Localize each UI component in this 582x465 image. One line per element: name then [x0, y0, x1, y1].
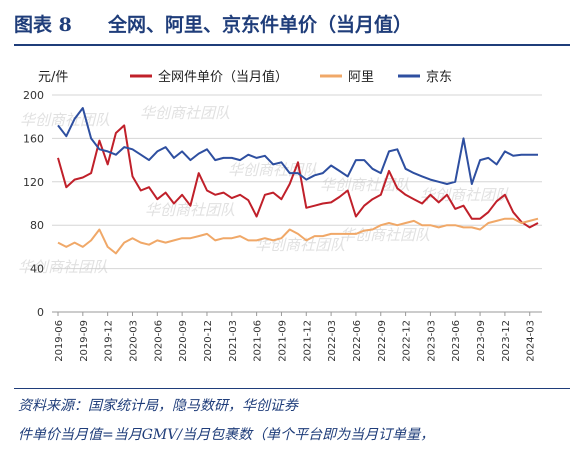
- legend-label: 阿里: [348, 70, 374, 85]
- watermark-text: 华创商社团队: [140, 104, 230, 122]
- x-tick-label: 2022-12: [402, 320, 413, 362]
- x-tick-label: 2021-09: [277, 320, 288, 362]
- x-tick-labels: 2019-06 2019-09 2019-12 2020-03 2020-06 2020-…: [54, 312, 537, 362]
- source-divider: [14, 388, 570, 389]
- x-tick-label: 2019-12: [104, 320, 115, 362]
- x-tick-label: 2020-06: [153, 320, 164, 362]
- x-tick-label: 2019-09: [79, 320, 90, 362]
- note-text: 件单价当月值=当月GMV/当月包裹数（单个平台即为当月订单量，: [18, 427, 435, 443]
- source-text: 资料来源：国家统计局，隐马数研，华创证券: [18, 398, 298, 414]
- y-tick-label: 80: [30, 219, 44, 232]
- x-tick-label: 2020-09: [178, 320, 189, 362]
- y-tick-label: 160: [23, 132, 44, 145]
- watermark-text: 华创商社团队: [18, 258, 108, 276]
- x-tick-label: 2024-03: [526, 320, 537, 362]
- x-tick-label: 2022-06: [352, 320, 363, 362]
- x-tick-label: 2021-06: [253, 320, 264, 362]
- y-tick-label: 120: [23, 176, 44, 189]
- title-divider: [14, 44, 570, 46]
- figure-label: 图表 8: [14, 14, 72, 36]
- x-tick-label: 2021-03: [228, 320, 239, 362]
- legend-label: 全网件单价（当月值）: [158, 69, 288, 85]
- watermark-text: 华创商社团队: [255, 236, 345, 254]
- x-tick-label: 2020-03: [128, 320, 139, 362]
- watermark-text: 华创商社团队: [228, 161, 318, 179]
- x-tick-label: 2023-09: [476, 320, 487, 362]
- x-tick-label: 2022-09: [377, 320, 388, 362]
- y-axis-unit: 元/件: [38, 70, 69, 85]
- y-tick-label: 200: [23, 89, 44, 102]
- x-tick-label: 2023-12: [501, 320, 512, 362]
- y-tick-label: 40: [30, 263, 44, 276]
- watermark-text: 华创商社团队: [340, 226, 430, 244]
- line-chart: 华创商社团队华创商社团队华创商社团队华创商社团队华创商社团队华创商社团队华创商社…: [18, 69, 542, 362]
- watermark-text: 华创商社团队: [320, 176, 410, 194]
- legend-label: 京东: [426, 70, 452, 85]
- watermark-text: 华创商社团队: [20, 111, 110, 129]
- x-tick-label: 2019-06: [54, 320, 65, 362]
- chart-title: 全网、阿里、京东件单价（当月值）: [108, 14, 413, 36]
- figure-title: 图表 8 全网、阿里、京东件单价（当月值）: [0, 0, 582, 44]
- x-tick-label: 2020-12: [203, 320, 214, 362]
- watermark-text: 华创商社团队: [145, 201, 235, 219]
- x-tick-label: 2021-12: [302, 320, 313, 362]
- y-tick-label: 0: [37, 306, 44, 319]
- series-line-0: [57, 124, 539, 229]
- series-line-2: [57, 107, 538, 185]
- x-tick-label: 2022-03: [327, 320, 338, 362]
- y-tick-labels: 0 40 80 120 160 200: [23, 89, 44, 319]
- grid: [52, 94, 542, 313]
- x-tick-label: 2023-03: [426, 320, 437, 362]
- legend: 全网件单价（当月值） 阿里 京东: [130, 69, 452, 85]
- series-line-1: [57, 217, 539, 255]
- watermarks: 华创商社团队华创商社团队华创商社团队华创商社团队华创商社团队华创商社团队华创商社…: [18, 104, 510, 276]
- x-tick-label: 2023-06: [451, 320, 462, 362]
- series-lines: [57, 107, 539, 255]
